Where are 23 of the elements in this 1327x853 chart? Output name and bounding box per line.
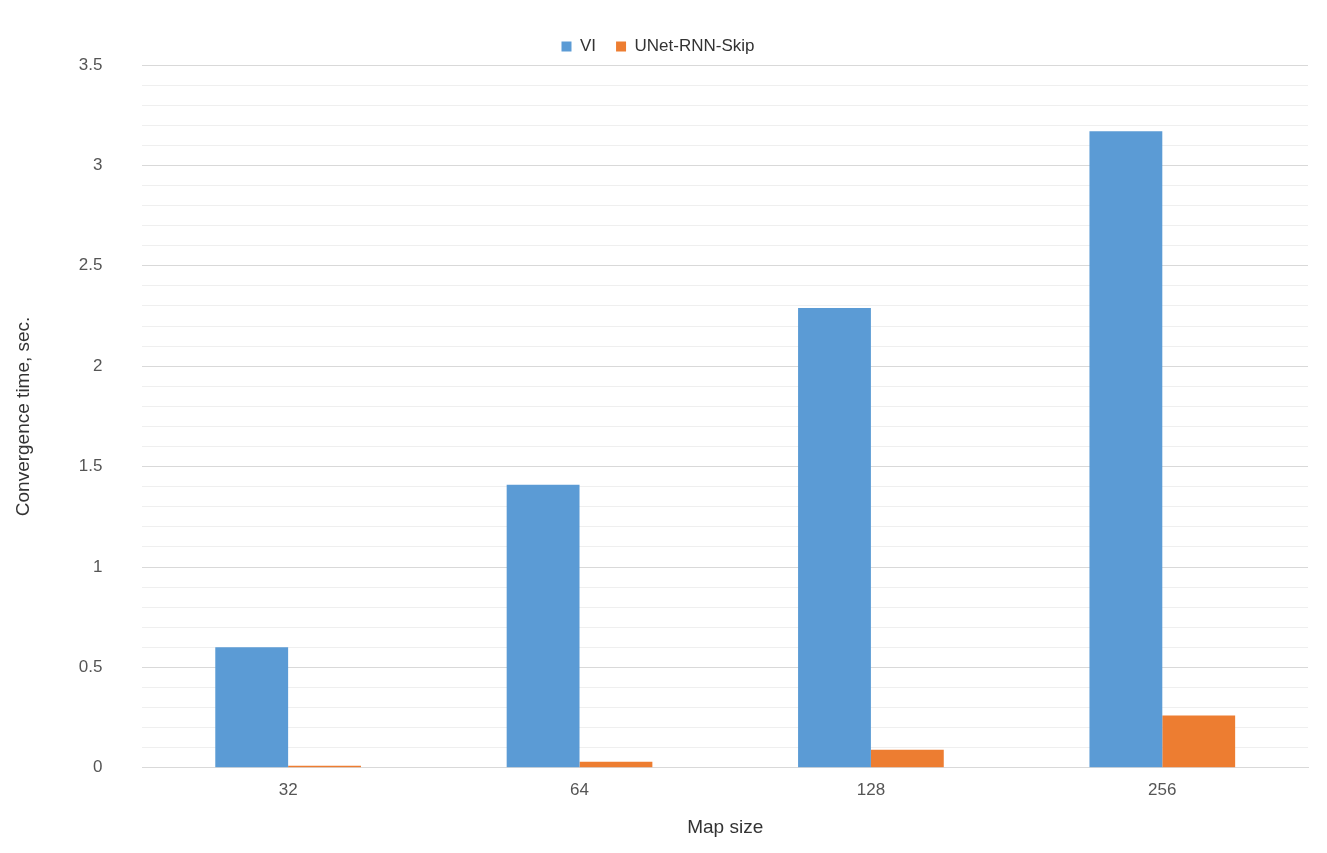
y-tick-label: 1	[92, 556, 103, 576]
bar	[1162, 715, 1236, 768]
y-tick-label: 1.5	[78, 456, 103, 476]
y-tick-label: 3	[92, 155, 103, 175]
bar	[798, 307, 871, 768]
legend-label: VI	[579, 36, 597, 56]
bar	[579, 761, 653, 768]
bar	[1089, 131, 1163, 768]
y-tick-label: 0	[92, 757, 103, 777]
y-tick-label: 3.5	[78, 54, 103, 74]
x-tick-label: 64	[570, 779, 589, 799]
bar	[870, 749, 944, 768]
y-tick-label: 0.5	[78, 657, 103, 677]
bar	[506, 484, 580, 768]
bar	[215, 647, 289, 768]
y-tick-label: 2.5	[78, 255, 103, 275]
legend-label: UNet-RNN-Skip	[634, 36, 755, 56]
x-axis-title: Map size	[687, 815, 764, 837]
x-tick-label: 128	[856, 779, 886, 799]
y-tick-label: 2	[92, 355, 103, 375]
y-axis-title: Convergence time, sec.	[11, 316, 33, 517]
x-tick-label: 32	[278, 779, 298, 799]
x-tick-label: 256	[1148, 779, 1177, 799]
